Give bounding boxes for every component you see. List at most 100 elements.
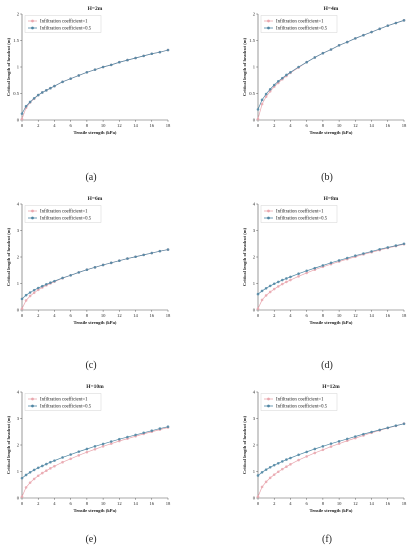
- y-tick-label: 0.5: [13, 91, 19, 96]
- data-point: [264, 92, 268, 96]
- data-point: [268, 465, 272, 469]
- data-point: [32, 468, 36, 472]
- data-point: [45, 462, 48, 466]
- data-point: [285, 458, 288, 461]
- x-tick-label: 0: [257, 123, 260, 128]
- data-point: [40, 471, 44, 475]
- data-point: [53, 459, 56, 462]
- y-tick-label: 2: [17, 255, 20, 260]
- y-tick-label: 3: [17, 228, 20, 233]
- data-point: [272, 83, 276, 87]
- data-point: [20, 297, 24, 301]
- data-point: [345, 40, 349, 44]
- x-tick-label: 2: [273, 123, 276, 128]
- data-point: [264, 286, 268, 290]
- x-tick-label: 2: [273, 313, 276, 318]
- x-tick-label: 10: [337, 313, 342, 318]
- legend-label: Infiltration coefficient=0.5: [276, 27, 328, 32]
- y-tick-label: 0: [17, 308, 20, 313]
- data-point: [32, 288, 36, 292]
- data-point: [264, 480, 268, 484]
- data-point: [289, 275, 292, 279]
- panel-caption: (c): [85, 360, 96, 371]
- x-axis-label: Tensile strength (kPa): [74, 130, 117, 135]
- data-point: [305, 455, 308, 458]
- data-point: [36, 466, 40, 470]
- x-tick-label: 4: [53, 313, 56, 318]
- data-point: [285, 280, 288, 284]
- data-point: [289, 278, 292, 282]
- legend-box: [260, 15, 338, 33]
- data-point: [313, 266, 317, 270]
- data-point: [126, 257, 129, 260]
- data-point: [370, 30, 373, 34]
- legend-marker: [31, 216, 34, 220]
- series-line-2: [21, 426, 169, 479]
- legend-marker: [31, 26, 34, 30]
- data-point: [260, 298, 264, 302]
- data-point: [24, 486, 28, 489]
- x-tick-label: 2: [37, 123, 40, 128]
- data-point: [362, 33, 365, 37]
- y-tick-label: 2: [17, 12, 20, 17]
- data-point: [297, 458, 300, 462]
- legend-marker: [267, 404, 270, 408]
- y-tick-label: 1.5: [249, 38, 255, 43]
- legend-marker: [267, 397, 270, 401]
- series-line-1: [21, 49, 169, 120]
- data-point: [20, 495, 24, 498]
- legend-marker: [31, 397, 34, 401]
- data-point: [285, 277, 288, 280]
- data-point: [85, 450, 89, 454]
- series-line-1: [257, 20, 405, 120]
- data-point: [24, 473, 28, 477]
- y-tick-label: 1: [253, 65, 256, 70]
- data-point: [158, 249, 162, 253]
- data-point: [36, 288, 40, 292]
- x-tick-label: 14: [369, 123, 374, 128]
- data-point: [264, 294, 268, 297]
- y-tick-label: 0: [253, 118, 256, 123]
- y-axis-label: Critical length of headcut (m): [6, 415, 11, 474]
- series-line-2: [257, 20, 405, 110]
- data-point: [49, 86, 52, 90]
- data-point: [93, 445, 97, 448]
- data-point: [142, 253, 145, 257]
- data-point: [256, 117, 260, 121]
- data-point: [134, 433, 137, 437]
- data-point: [36, 474, 40, 478]
- x-tick-label: 10: [101, 501, 106, 506]
- data-point: [109, 442, 113, 445]
- x-tick-label: 12: [117, 123, 122, 128]
- data-point: [85, 447, 89, 451]
- x-tick-label: 8: [322, 501, 325, 506]
- series-line-2: [21, 249, 169, 300]
- data-point: [69, 453, 72, 456]
- data-point: [313, 451, 317, 455]
- y-tick-label: 0: [253, 496, 256, 501]
- x-tick-label: 12: [117, 313, 122, 318]
- x-tick-label: 8: [86, 313, 89, 318]
- legend-box: [260, 205, 338, 223]
- x-tick-label: 18: [166, 501, 171, 506]
- series-line-1: [257, 423, 405, 497]
- x-tick-label: 10: [337, 501, 342, 506]
- legend-label: Infiltration coefficient=1: [40, 210, 88, 215]
- legend-marker: [31, 404, 34, 408]
- x-tick-label: 14: [133, 501, 138, 506]
- data-point: [109, 440, 113, 443]
- data-point: [378, 248, 381, 251]
- data-point: [276, 470, 280, 474]
- x-tick-label: 6: [306, 501, 309, 506]
- data-point: [61, 456, 64, 459]
- data-point: [260, 485, 264, 489]
- data-point: [272, 282, 276, 286]
- data-point: [36, 286, 40, 290]
- data-point: [20, 307, 24, 310]
- x-tick-label: 18: [402, 313, 407, 318]
- data-point: [313, 447, 317, 451]
- legend-box: [24, 205, 102, 223]
- data-point: [281, 467, 284, 471]
- data-point: [285, 73, 288, 77]
